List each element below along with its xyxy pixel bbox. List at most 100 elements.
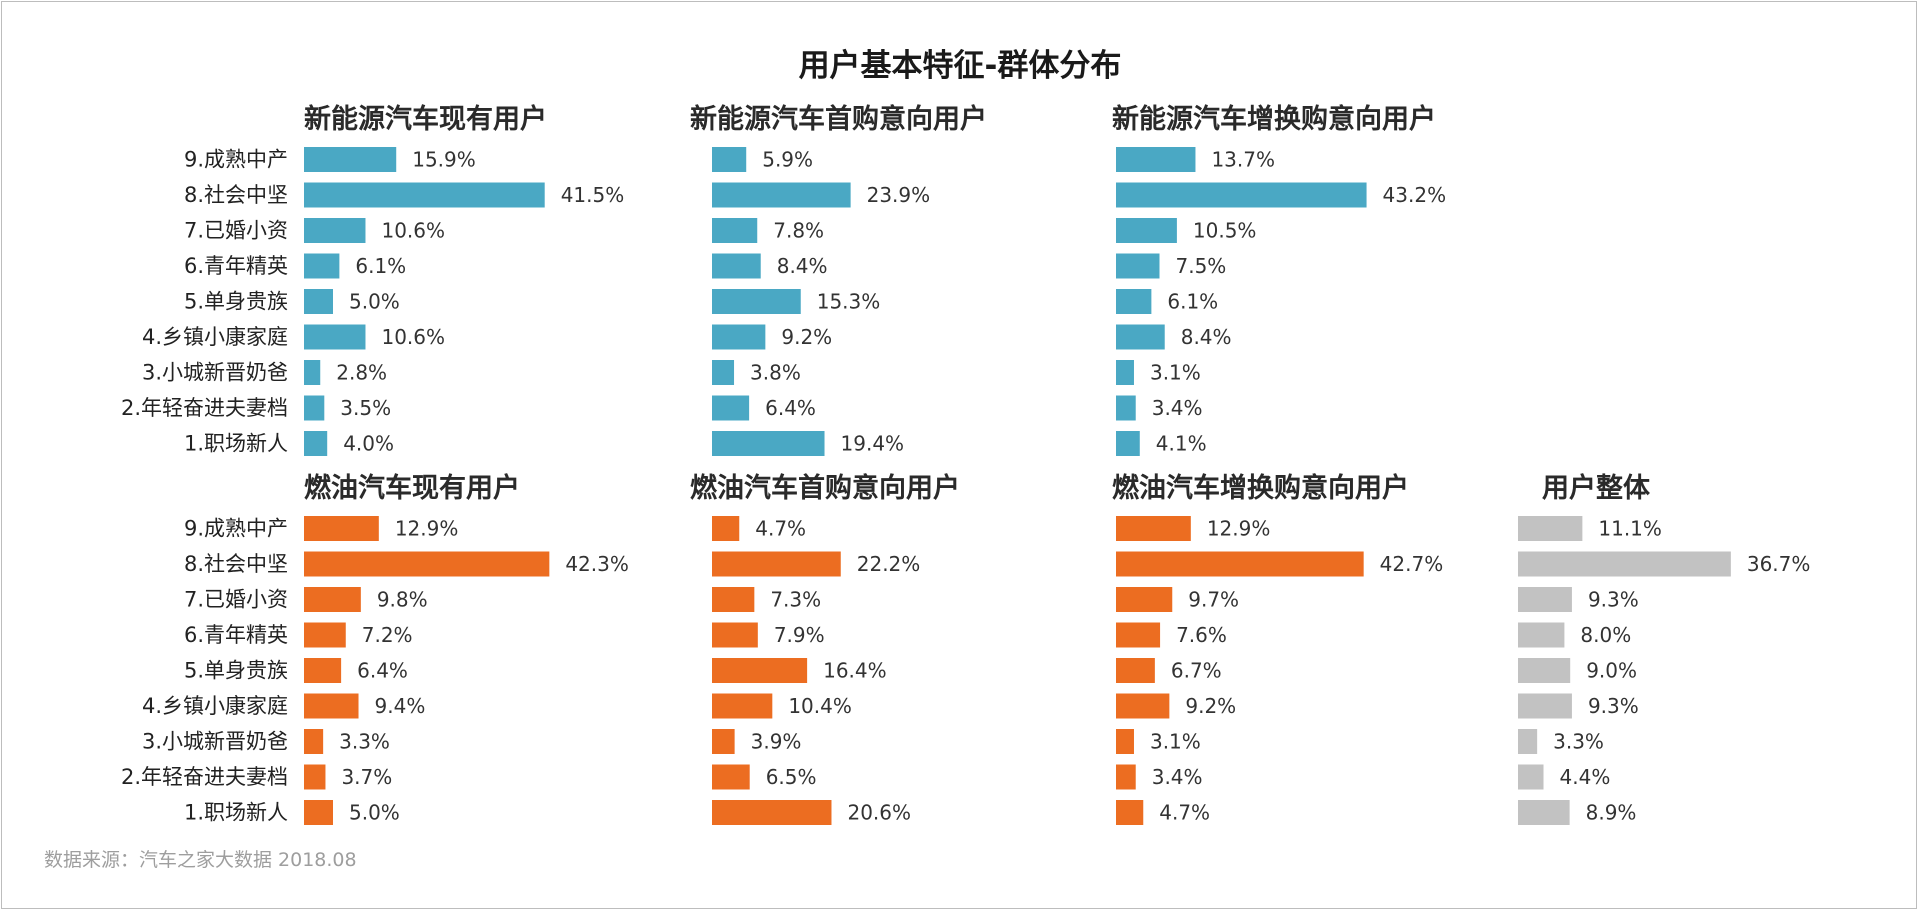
value-label-panel7-row4: 8.0%	[1580, 623, 1631, 647]
value-label-panel2-row1: 5.9%	[762, 148, 813, 172]
bar-panel6-row2	[1116, 551, 1364, 577]
value-label-panel1-row8: 3.5%	[340, 396, 391, 420]
bar-panel1-row7	[304, 360, 321, 385]
category-label-top-9: 1.职场新人	[184, 432, 288, 456]
bar-panel5-row6	[712, 693, 773, 719]
value-label-panel7-row6: 9.3%	[1588, 694, 1639, 718]
bar-panel2-row8	[712, 395, 750, 421]
bar-panel7-row7	[1518, 729, 1538, 754]
value-label-panel6-row1: 12.9%	[1207, 517, 1271, 541]
bar-panel7-row1	[1518, 516, 1583, 541]
bar-panel1-row5	[304, 289, 333, 314]
value-label-panel7-row3: 9.3%	[1588, 588, 1639, 612]
value-label-panel1-row6: 10.6%	[381, 325, 445, 349]
value-label-panel4-row8: 3.7%	[341, 765, 392, 789]
value-label-panel2-row9: 19.4%	[841, 432, 905, 456]
category-label-top-3: 7.已婚小资	[184, 219, 288, 243]
category-label-top-5: 5.单身贵族	[184, 290, 288, 314]
value-label-panel5-row9: 20.6%	[847, 801, 911, 825]
value-label-panel4-row1: 12.9%	[395, 517, 459, 541]
category-label-bottom-5: 5.单身贵族	[184, 659, 288, 683]
value-label-panel3-row8: 3.4%	[1152, 396, 1203, 420]
bar-panel2-row4	[712, 253, 761, 279]
chart-title: 用户基本特征-群体分布	[799, 48, 1122, 84]
value-label-panel4-row7: 3.3%	[339, 730, 390, 754]
bar-panel3-row5	[1116, 289, 1152, 314]
value-label-panel1-row3: 10.6%	[381, 219, 445, 243]
category-label-top-8: 2.年轻奋进夫妻档	[121, 396, 288, 420]
value-label-panel2-row7: 3.8%	[750, 361, 801, 385]
value-label-panel4-row6: 9.4%	[375, 694, 426, 718]
value-label-panel2-row6: 9.2%	[781, 325, 832, 349]
bar-panel3-row6	[1116, 324, 1165, 350]
value-label-panel5-row6: 10.4%	[788, 694, 852, 718]
bar-panel5-row3	[712, 587, 755, 612]
value-label-panel5-row3: 7.3%	[770, 588, 821, 612]
value-label-panel4-row9: 5.0%	[349, 801, 400, 825]
value-label-panel1-row4: 6.1%	[355, 254, 406, 278]
value-label-panel7-row9: 8.9%	[1586, 801, 1637, 825]
value-label-panel4-row5: 6.4%	[357, 659, 408, 683]
panel-title-3: 新能源汽车增换购意向用户	[1112, 103, 1436, 135]
bar-panel1-row6	[304, 324, 366, 350]
bar-panel2-row7	[712, 360, 735, 385]
value-label-panel7-row7: 3.3%	[1553, 730, 1604, 754]
category-label-top-2: 8.社会中坚	[184, 183, 288, 207]
category-label-top-1: 9.成熟中产	[184, 148, 288, 172]
panel-title-4: 燃油汽车现有用户	[304, 472, 520, 504]
bar-panel5-row9	[712, 800, 832, 825]
value-label-panel2-row2: 23.9%	[867, 183, 931, 207]
bar-panel4-row7	[304, 729, 324, 754]
value-label-panel1-row2: 41.5%	[561, 183, 625, 207]
category-label-top-7: 3.小城新晋奶爸	[142, 361, 288, 385]
panel-title-7: 用户整体	[1542, 472, 1651, 504]
bar-panel2-row5	[712, 289, 801, 314]
bar-panel7-row3	[1518, 587, 1572, 612]
value-label-panel6-row7: 3.1%	[1150, 730, 1201, 754]
bar-panel4-row5	[304, 658, 342, 683]
bar-panel2-row3	[712, 218, 758, 243]
source-note: 数据来源：汽车之家大数据 2018.08	[44, 849, 357, 871]
bar-panel6-row1	[1116, 516, 1191, 541]
value-label-panel2-row3: 7.8%	[773, 219, 824, 243]
bar-panel5-row2	[712, 551, 841, 577]
value-label-panel7-row1: 11.1%	[1598, 517, 1662, 541]
value-label-panel3-row1: 13.7%	[1211, 148, 1275, 172]
bar-panel7-row5	[1518, 658, 1571, 683]
bar-panel1-row2	[304, 182, 545, 208]
bar-panel3-row4	[1116, 253, 1160, 279]
value-label-panel2-row8: 6.4%	[765, 396, 816, 420]
value-label-panel3-row5: 6.1%	[1167, 290, 1218, 314]
bar-panel7-row9	[1518, 800, 1570, 825]
value-label-panel4-row3: 9.8%	[377, 588, 428, 612]
bar-panel6-row4	[1116, 622, 1161, 648]
value-label-panel6-row6: 9.2%	[1185, 694, 1236, 718]
value-label-panel6-row9: 4.7%	[1159, 801, 1210, 825]
category-label-bottom-8: 2.年轻奋进夫妻档	[121, 765, 288, 789]
bar-panel6-row6	[1116, 693, 1170, 719]
bar-panel4-row9	[304, 800, 333, 825]
bar-panel3-row9	[1116, 431, 1140, 456]
value-label-panel7-row2: 36.7%	[1747, 552, 1811, 576]
value-label-panel6-row3: 9.7%	[1188, 588, 1239, 612]
bar-panel7-row4	[1518, 622, 1565, 648]
value-label-panel3-row2: 43.2%	[1383, 183, 1447, 207]
bar-panel1-row3	[304, 218, 366, 243]
value-label-panel7-row5: 9.0%	[1586, 659, 1637, 683]
value-label-panel6-row5: 6.7%	[1171, 659, 1222, 683]
value-label-panel3-row7: 3.1%	[1150, 361, 1201, 385]
value-label-panel4-row4: 7.2%	[362, 623, 413, 647]
bar-panel5-row8	[712, 764, 750, 790]
value-label-panel5-row5: 16.4%	[823, 659, 887, 683]
bar-panel3-row8	[1116, 395, 1136, 421]
bar-panel4-row3	[304, 587, 361, 612]
value-label-panel1-row1: 15.9%	[412, 148, 476, 172]
bar-panel1-row8	[304, 395, 325, 421]
value-label-panel5-row4: 7.9%	[774, 623, 825, 647]
value-label-panel2-row4: 8.4%	[777, 254, 828, 278]
category-label-bottom-4: 6.青年精英	[184, 623, 288, 647]
value-label-panel1-row5: 5.0%	[349, 290, 400, 314]
bar-panel2-row1	[712, 147, 747, 172]
bar-panel6-row8	[1116, 764, 1136, 790]
